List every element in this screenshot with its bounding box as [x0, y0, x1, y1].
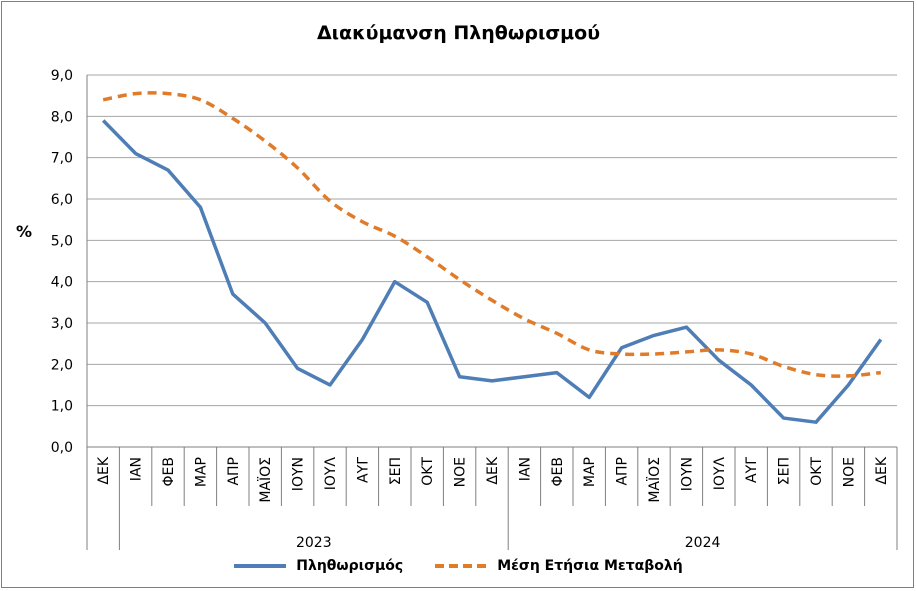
y-tick-label: 3,0 — [51, 316, 73, 332]
y-axis-label: % — [16, 222, 33, 241]
series-line-inflation — [101, 119, 883, 424]
y-tick-label: 2,0 — [51, 357, 73, 373]
x-tick-label: ΑΠΡ — [226, 457, 242, 486]
x-tick-label: ΙΑΝ — [517, 457, 533, 481]
legend-item-inflation: Πληθωρισμός — [234, 558, 403, 574]
x-tick-label: ΣΕΠ — [388, 457, 404, 485]
x-tick-label: ΜΑΪΟΣ — [645, 457, 663, 503]
x-tick-label: ΣΕΠ — [777, 457, 793, 485]
x-tick-label: ΙΟΥΛ — [712, 457, 728, 491]
x-tick-label: ΜΑΡ — [582, 457, 598, 487]
x-tick-label: ΝΟΕ — [841, 457, 857, 487]
y-tick-label: 8,0 — [51, 109, 73, 125]
y-tick-label: 4,0 — [51, 275, 73, 291]
x-tick-label: ΦΕΒ — [161, 457, 177, 486]
x-tick-label: ΑΥΓ — [355, 457, 371, 483]
x-tick-label: ΝΟΕ — [453, 457, 469, 487]
y-tick-label: 9,0 — [51, 68, 73, 84]
year-label: 2023 — [296, 535, 332, 551]
x-tick-label: ΑΠΡ — [615, 457, 631, 486]
chart-title: Διακύμανση Πληθωρισμού — [316, 22, 601, 44]
x-tick-label: ΙΑΝ — [129, 457, 145, 481]
x-tick-label: ΟΚΤ — [420, 457, 436, 486]
x-tick-label: ΔΕΚ — [874, 456, 890, 484]
x-tick-label: ΔΕΚ — [485, 456, 501, 484]
legend-swatch-inflation — [234, 560, 287, 572]
y-tick-label: 7,0 — [51, 151, 73, 167]
legend-swatch-average — [435, 560, 488, 572]
y-tick-label: 5,0 — [51, 233, 73, 249]
x-tick-label: ΔΕΚ — [96, 456, 112, 484]
x-tick-label: ΙΟΥΝ — [679, 457, 695, 491]
x-tick-label: ΟΚΤ — [809, 457, 825, 486]
x-tick-label: ΦΕΒ — [550, 457, 566, 486]
legend: Πληθωρισμός Μέση Ετήσια Μεταβολή — [0, 558, 917, 574]
y-tick-label: 6,0 — [51, 192, 73, 208]
x-tick-label: ΑΥΓ — [744, 457, 760, 483]
x-tick-label: ΜΑΪΟΣ — [256, 457, 274, 503]
y-tick-label: 0,0 — [51, 440, 73, 456]
year-label: 2024 — [685, 535, 721, 551]
legend-item-average: Μέση Ετήσια Μεταβολή — [435, 558, 683, 574]
legend-label-average: Μέση Ετήσια Μεταβολή — [497, 558, 683, 574]
series-line-average — [102, 91, 881, 378]
legend-label-inflation: Πληθωρισμός — [296, 558, 404, 574]
x-tick-label: ΙΟΥΝ — [291, 457, 307, 491]
x-tick-label: ΜΑΡ — [193, 457, 209, 487]
x-tick-label: ΙΟΥΛ — [323, 457, 339, 491]
y-tick-label: 1,0 — [51, 399, 73, 415]
